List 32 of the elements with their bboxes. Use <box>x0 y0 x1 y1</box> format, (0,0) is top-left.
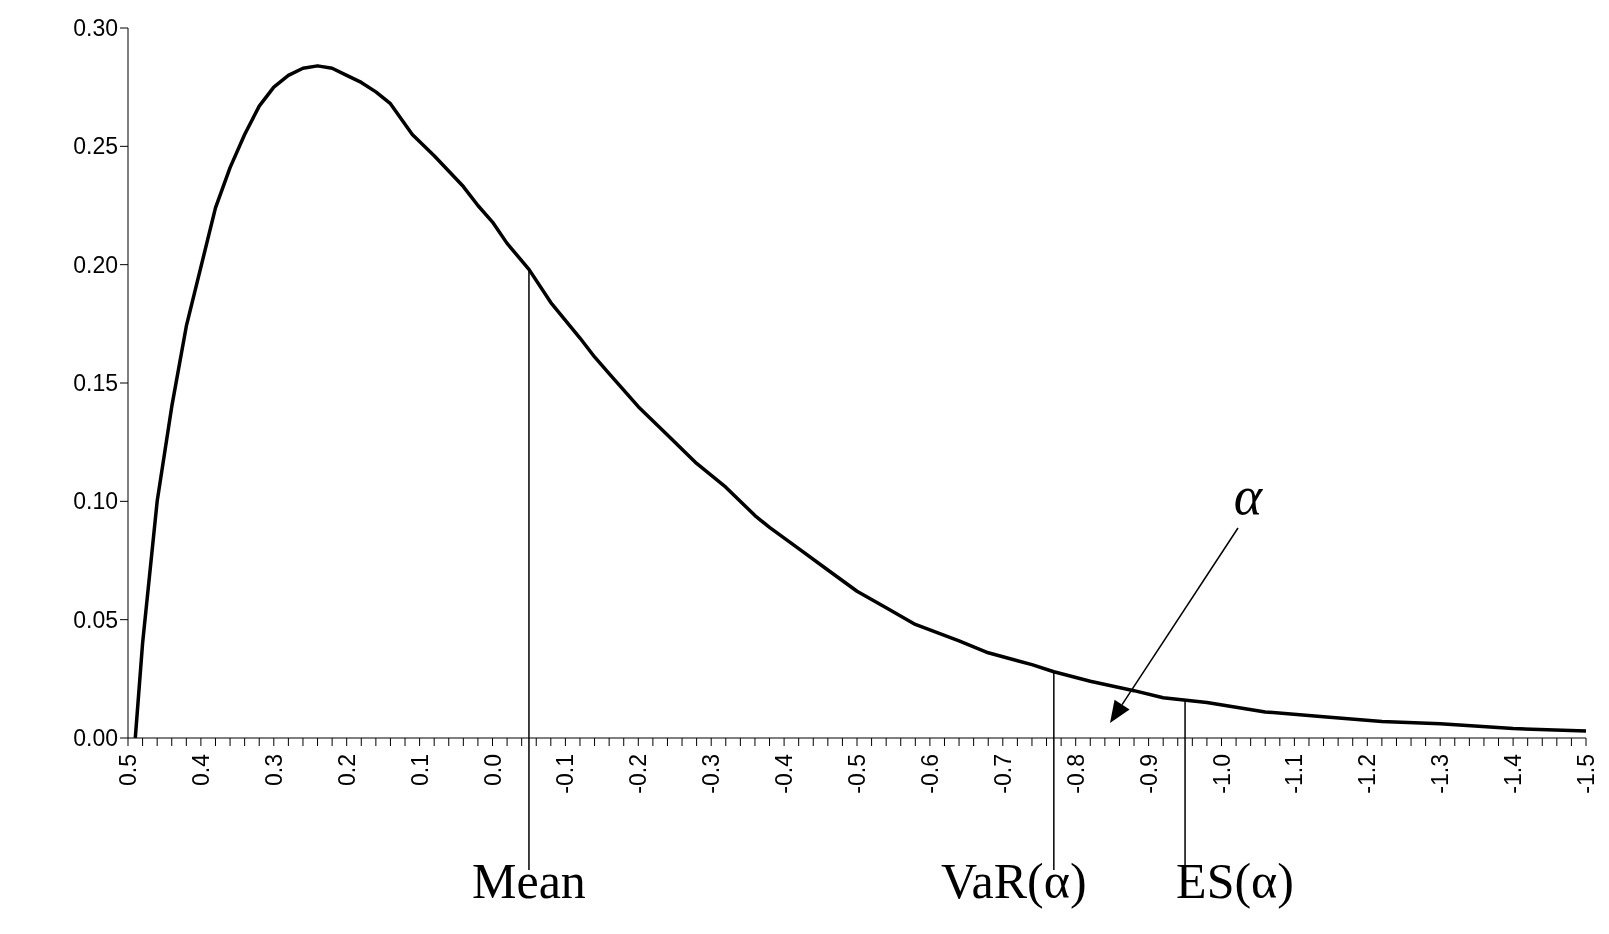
x-tick-label: -1.2 <box>1354 754 1381 794</box>
x-tick-label: -0.5 <box>844 754 870 794</box>
x-tick-label: -1.5 <box>1573 754 1599 794</box>
x-tick-label: -0.4 <box>771 753 798 794</box>
y-tick-label: 0.10 <box>73 488 118 515</box>
y-tick-label: 0.05 <box>73 606 118 633</box>
x-tick-label: -0.7 <box>989 754 1016 794</box>
x-tick-label: -0.2 <box>625 754 652 794</box>
ref-line-label: Mean <box>472 853 586 909</box>
y-tick-label: 0.15 <box>73 370 118 397</box>
y-tick-label: 0.25 <box>73 133 118 160</box>
y-tick-label: 0.30 <box>73 15 118 42</box>
x-tick-label: -1.4 <box>1500 753 1527 794</box>
x-tick-label: -0.9 <box>1135 754 1162 794</box>
x-tick-label: -0.8 <box>1062 754 1089 794</box>
annotation: α <box>1233 466 1264 526</box>
x-tick-label: 0.4 <box>187 753 214 786</box>
x-tick-label: -0.6 <box>916 754 943 794</box>
x-tick-label: 0.5 <box>115 754 141 786</box>
ref-line-label: VaR(α) <box>941 853 1087 909</box>
x-tick-label: -1.1 <box>1281 754 1308 794</box>
ref-line-label: ES(α) <box>1176 853 1294 909</box>
y-tick-label: 0.20 <box>73 251 118 278</box>
x-tick-label: 0.1 <box>406 754 433 786</box>
x-tick-label: -1.0 <box>1208 754 1235 794</box>
x-tick-label: -1.3 <box>1427 754 1454 794</box>
x-tick-label: 0.3 <box>260 754 287 786</box>
x-tick-label: -0.3 <box>698 754 725 794</box>
x-tick-label: 0.2 <box>333 754 360 786</box>
x-tick-label: 0.0 <box>479 754 506 786</box>
x-tick-label: -0.1 <box>552 754 579 794</box>
y-tick-label: 0.00 <box>73 725 118 752</box>
